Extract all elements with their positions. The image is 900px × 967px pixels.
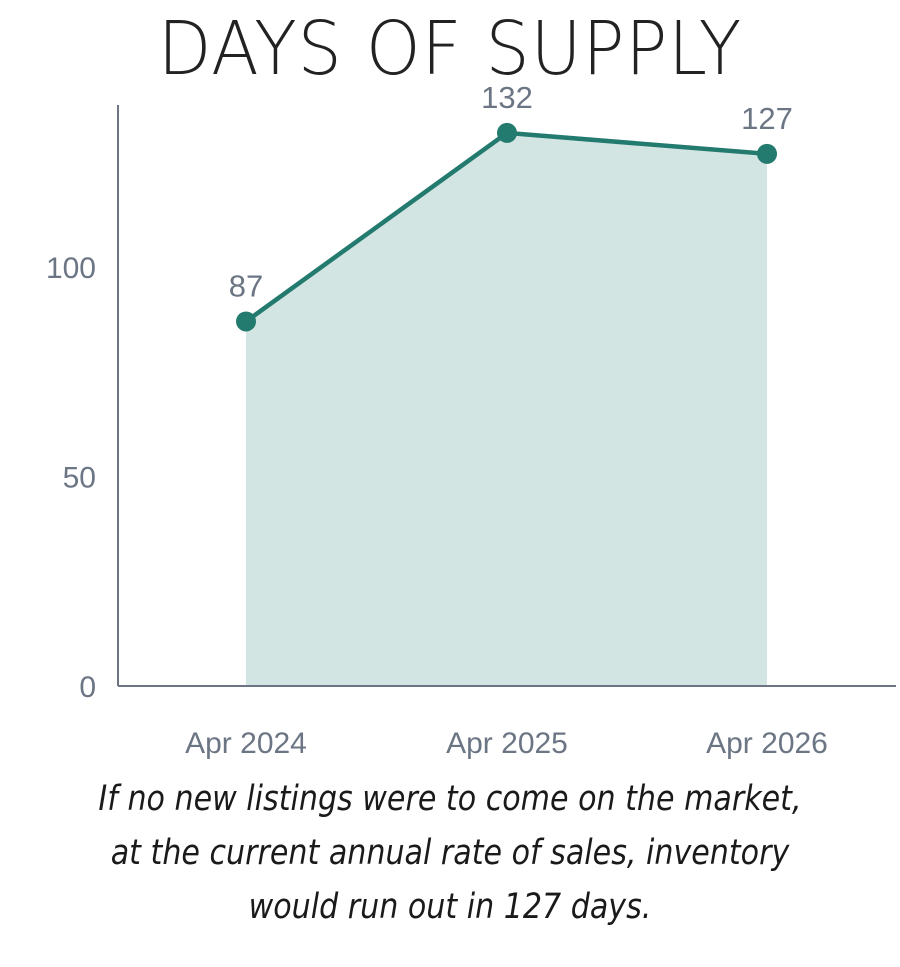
data-point <box>236 311 256 332</box>
y-tick-label: 100 <box>46 252 96 285</box>
chart-caption: If no new listings were to come on the m… <box>98 779 802 927</box>
data-label: 87 <box>229 268 263 303</box>
days-of-supply-chart: 0 50 100 Apr 2024 Apr 2025 Apr 2026 87 132 127 <box>46 80 896 760</box>
data-point <box>757 143 777 164</box>
data-label: 132 <box>481 80 533 115</box>
x-tick-label: Apr 2024 <box>185 727 307 760</box>
y-tick-label: 0 <box>79 671 96 704</box>
x-tick-label: Apr 2025 <box>446 727 568 760</box>
data-point <box>497 122 517 143</box>
y-tick-label: 50 <box>63 462 96 495</box>
data-label: 127 <box>741 101 793 136</box>
chart-title: DAYS OF SUPPLY <box>157 6 743 92</box>
x-tick-label: Apr 2026 <box>706 727 828 760</box>
area-fill <box>246 132 767 687</box>
